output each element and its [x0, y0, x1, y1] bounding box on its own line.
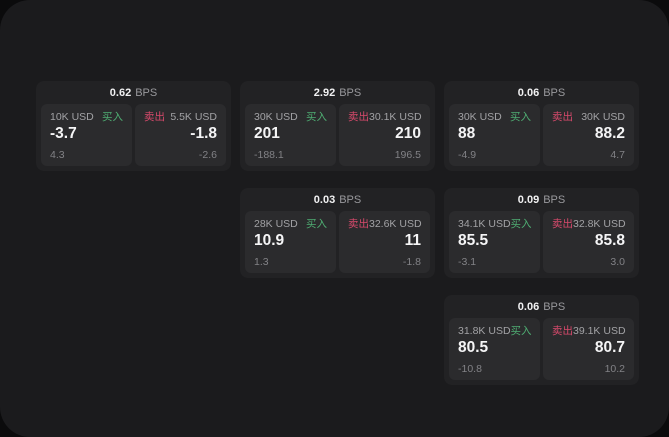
- quote-card: 0.06 BPS 31.8K USD 买入 80.5 -10.8 卖出 39.1…: [444, 295, 639, 385]
- buy-side-label: 买入: [510, 111, 531, 123]
- price-value: 11: [404, 232, 421, 249]
- buy-tile[interactable]: 30K USD 买入 201 -188.1: [245, 104, 336, 166]
- sell-side-label: 卖出: [348, 218, 369, 230]
- notional-size: 34.1K USD: [458, 218, 511, 230]
- sell-tile[interactable]: 卖出 5.5K USD -1.8 -2.6: [135, 104, 226, 166]
- card-body: 34.1K USD 买入 85.5 -3.1 卖出 32.8K USD 85.8…: [444, 211, 639, 278]
- bps-header: 2.92 BPS: [240, 81, 435, 104]
- delta-value: 196.5: [394, 149, 421, 161]
- buy-side-label: 买入: [510, 218, 532, 230]
- buy-tile[interactable]: 28K USD 买入 10.9 1.3: [245, 211, 336, 273]
- price-value: 10.9: [254, 232, 285, 249]
- bps-value: 0.03: [313, 193, 336, 206]
- card-body: 28K USD 买入 10.9 1.3 卖出 32.6K USD 11 -1.8: [240, 211, 435, 278]
- price-value: -3.7: [50, 125, 77, 142]
- sell-side-label: 卖出: [552, 325, 573, 337]
- card-body: 30K USD 买入 88 -4.9 卖出 30K USD 88.2 4.7: [444, 104, 639, 171]
- notional-size: 32.8K USD: [573, 218, 626, 230]
- bps-value: 0.06: [517, 300, 540, 313]
- delta-value: -1.8: [402, 256, 421, 268]
- sell-tile[interactable]: 卖出 32.6K USD 11 -1.8: [339, 211, 430, 273]
- quote-card: 0.09 BPS 34.1K USD 买入 85.5 -3.1 卖出 32.8K…: [444, 188, 639, 278]
- price-value: 210: [395, 125, 421, 142]
- sell-side-label: 卖出: [552, 111, 573, 123]
- bps-header: 0.06 BPS: [444, 295, 639, 318]
- notional-size: 30K USD: [254, 111, 298, 123]
- delta-value: 10.2: [604, 363, 625, 375]
- delta-value: -188.1: [254, 149, 284, 161]
- sell-side-label: 卖出: [348, 111, 369, 123]
- price-value: -1.8: [190, 125, 217, 142]
- notional-size: 28K USD: [254, 218, 298, 230]
- notional-size: 30K USD: [458, 111, 502, 123]
- price-value: 80.5: [458, 339, 489, 356]
- delta-value: 1.3: [254, 256, 269, 268]
- notional-size: 31.8K USD: [458, 325, 511, 337]
- buy-side-label: 买入: [306, 111, 327, 123]
- notional-size: 5.5K USD: [170, 111, 217, 123]
- sell-side-label: 卖出: [552, 218, 573, 230]
- price-value: 85.8: [594, 232, 625, 249]
- buy-side-label: 买入: [306, 218, 327, 230]
- price-value: 88.2: [594, 125, 625, 142]
- delta-value: -10.8: [458, 363, 482, 375]
- card-body: 31.8K USD 买入 80.5 -10.8 卖出 39.1K USD 80.…: [444, 318, 639, 385]
- delta-value: -4.9: [458, 149, 477, 161]
- bps-unit-label: BPS: [543, 193, 566, 206]
- notional-size: 39.1K USD: [573, 325, 626, 337]
- bps-unit-label: BPS: [339, 193, 362, 206]
- notional-size: 30.1K USD: [369, 111, 422, 123]
- sell-side-label: 卖出: [144, 111, 165, 123]
- delta-value: 4.7: [610, 149, 625, 161]
- quote-card-grid: 0.62 BPS 10K USD 买入 -3.7 4.3 卖出 5.5K USD: [36, 81, 639, 385]
- bps-header: 0.03 BPS: [240, 188, 435, 211]
- sell-tile[interactable]: 卖出 30.1K USD 210 196.5: [339, 104, 430, 166]
- buy-tile[interactable]: 30K USD 买入 88 -4.9: [449, 104, 540, 166]
- quote-card: 0.06 BPS 30K USD 买入 88 -4.9 卖出 30K USD: [444, 81, 639, 171]
- bps-header: 0.09 BPS: [444, 188, 639, 211]
- buy-side-label: 买入: [510, 325, 532, 337]
- bps-unit-label: BPS: [543, 300, 566, 313]
- bps-unit-label: BPS: [543, 86, 566, 99]
- price-value: 85.5: [458, 232, 489, 249]
- quote-card: 2.92 BPS 30K USD 买入 201 -188.1 卖出 30.1K …: [240, 81, 435, 171]
- buy-tile[interactable]: 31.8K USD 买入 80.5 -10.8: [449, 318, 540, 380]
- delta-value: -2.6: [198, 149, 217, 161]
- buy-tile[interactable]: 10K USD 买入 -3.7 4.3: [41, 104, 132, 166]
- bps-value: 0.06: [517, 86, 540, 99]
- price-value: 201: [254, 125, 280, 142]
- price-value: 88: [458, 125, 476, 142]
- sell-tile[interactable]: 卖出 30K USD 88.2 4.7: [543, 104, 634, 166]
- card-body: 10K USD 买入 -3.7 4.3 卖出 5.5K USD -1.8 -2.…: [36, 104, 231, 171]
- quote-card: 0.03 BPS 28K USD 买入 10.9 1.3 卖出 32.6K US…: [240, 188, 435, 278]
- sell-tile[interactable]: 卖出 39.1K USD 80.7 10.2: [543, 318, 634, 380]
- notional-size: 32.6K USD: [369, 218, 422, 230]
- bps-header: 0.06 BPS: [444, 81, 639, 104]
- bps-value: 0.09: [517, 193, 540, 206]
- delta-value: 3.0: [610, 256, 625, 268]
- bps-unit-label: BPS: [339, 86, 362, 99]
- bps-value: 0.62: [109, 86, 132, 99]
- notional-size: 10K USD: [50, 111, 94, 123]
- sell-tile[interactable]: 卖出 32.8K USD 85.8 3.0: [543, 211, 634, 273]
- buy-tile[interactable]: 34.1K USD 买入 85.5 -3.1: [449, 211, 540, 273]
- bps-value: 2.92: [313, 86, 336, 99]
- buy-side-label: 买入: [102, 111, 123, 123]
- delta-value: 4.3: [50, 149, 65, 161]
- card-body: 30K USD 买入 201 -188.1 卖出 30.1K USD 210 1…: [240, 104, 435, 171]
- delta-value: -3.1: [458, 256, 477, 268]
- quote-card: 0.62 BPS 10K USD 买入 -3.7 4.3 卖出 5.5K USD: [36, 81, 231, 171]
- bps-unit-label: BPS: [135, 86, 158, 99]
- notional-size: 30K USD: [581, 111, 625, 123]
- price-value: 80.7: [594, 339, 625, 356]
- bps-header: 0.62 BPS: [36, 81, 231, 104]
